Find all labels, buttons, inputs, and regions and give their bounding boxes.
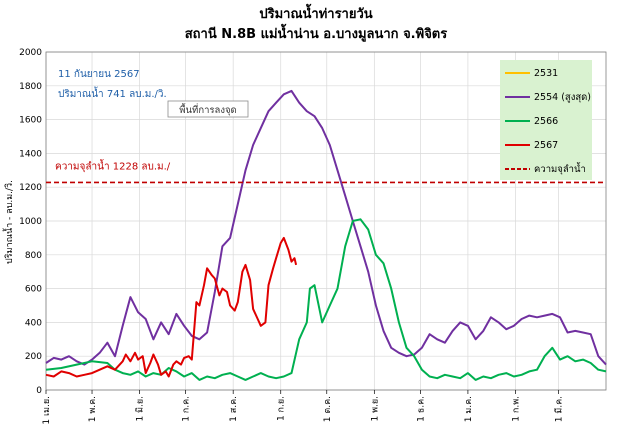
series-group: [45, 89, 607, 381]
y-tick-label: 200: [25, 352, 42, 362]
plot-area-note: พื้นที่การลงจุด: [179, 103, 236, 116]
legend-label: ความจุลำน้ำ: [534, 162, 586, 175]
capacity-label: ความจุลำน้ำ 1228 ลบ.ม./: [55, 158, 171, 172]
x-tick-label: 1 มิ.ย.: [135, 396, 146, 422]
x-tick-label: 1 ส.ค.: [229, 396, 239, 422]
series-line-2566: [45, 218, 607, 381]
chart-title: ปริมาณน้ำท่ารายวัน: [259, 3, 372, 22]
legend-label: 2531: [534, 68, 558, 79]
y-tick-label: 1200: [19, 183, 42, 193]
gridlines: [45, 51, 607, 391]
annotation-flow: ปริมาณน้ำ 741 ลบ.ม./วิ.: [58, 86, 167, 100]
y-tick-label: 1400: [19, 149, 42, 159]
x-tick-label: 1 เม.ย.: [42, 396, 52, 425]
y-tick-label: 600: [25, 285, 42, 295]
y-tick-label: 800: [25, 251, 42, 261]
x-tick-label: 1 ต.ค.: [323, 396, 333, 422]
plot-area-note-box: [167, 100, 249, 118]
series-line-2567: [45, 236, 298, 378]
legend-label: 2567: [534, 140, 558, 151]
x-tick-label: 1 ธ.ค.: [416, 396, 426, 422]
legend-label: 2566: [534, 116, 558, 127]
y-axis-label: ปริมาณน้ำ - ลบ.ม./วิ.: [2, 180, 15, 264]
series-line-2554: [45, 89, 607, 366]
y-tick-label: 1800: [19, 82, 42, 92]
annotation-date: 11 กันยายน 2567: [58, 69, 140, 80]
x-tick-label: 1 พ.ค.: [88, 396, 98, 422]
y-tick-label: 2000: [19, 48, 42, 58]
legend-label: 2554 (สูงสุด): [534, 92, 591, 103]
legend: 2531 2554 (สูงสุด) 2566 2567 ความจุลำน้ำ: [500, 60, 592, 180]
y-tick-label: 0: [36, 386, 42, 396]
x-axis-ticks: 1 เม.ย. 1 พ.ค. 1 มิ.ย. 1 ก.ค. 1 ส.ค. 1 ก.ย. 1 …: [42, 390, 564, 425]
x-tick-label: 1 ก.ค.: [182, 396, 192, 422]
plot-area-border: [45, 51, 607, 391]
y-tick-label: 400: [25, 318, 42, 328]
x-tick-label: 1 ม.ค.: [464, 396, 474, 422]
x-tick-label: 1 พ.ย.: [370, 396, 380, 422]
x-tick-label: 1 ก.ย.: [277, 396, 287, 421]
x-tick-label: 1 ก.พ.: [511, 396, 521, 422]
y-tick-label: 1600: [19, 116, 42, 126]
x-tick-label: 1 มี.ค.: [553, 396, 564, 422]
y-axis-ticks: 0 200 400 600 800 1000 1200 1400 1600 1800 2000: [19, 48, 42, 396]
y-tick-label: 1000: [19, 217, 42, 227]
chart-subtitle: สถานี N.8B แม่น้ำน่าน อ.บางมูลนาก จ.พิจิ…: [185, 23, 447, 42]
